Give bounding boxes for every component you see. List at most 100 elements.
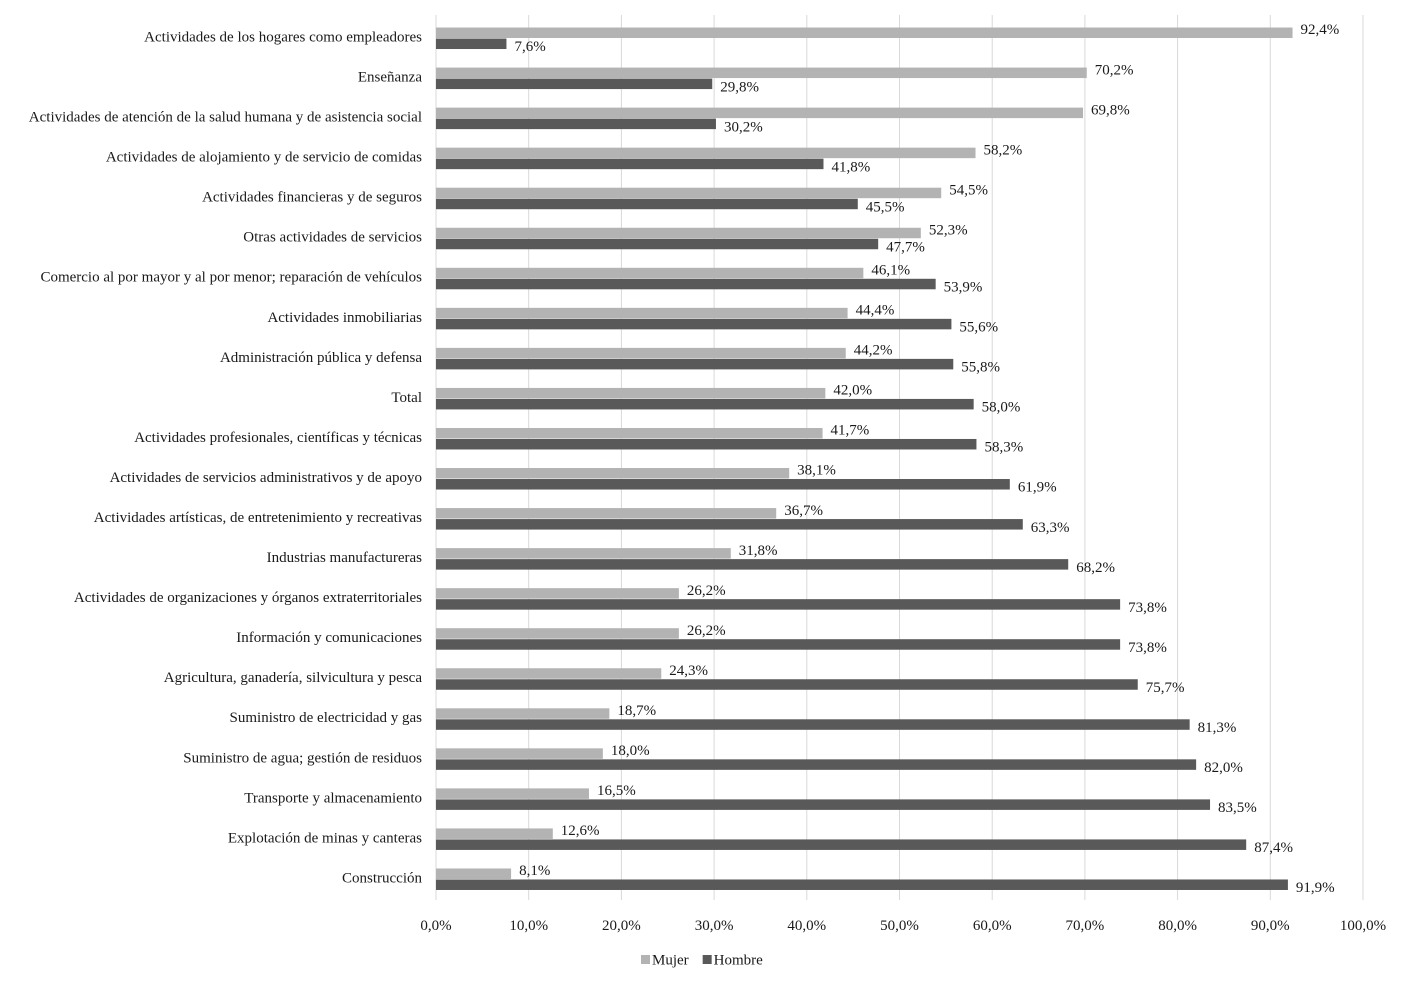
- mujer-data-label: 69,8%: [1091, 102, 1130, 118]
- x-tick-label: 100,0%: [1340, 918, 1386, 934]
- mujer-bar: [436, 27, 1293, 39]
- mujer-bar: [436, 427, 823, 439]
- hombre-data-label: 53,9%: [944, 279, 983, 295]
- hombre-data-label: 75,7%: [1146, 680, 1185, 696]
- hombre-data-label: 30,2%: [724, 119, 763, 135]
- category-label: Comercio al por mayor y al por menor; re…: [40, 270, 422, 286]
- mujer-bar: [436, 708, 610, 719]
- hombre-bar: [436, 559, 1069, 570]
- hombre-bar: [436, 398, 974, 410]
- mujer-data-label: 26,2%: [687, 583, 726, 599]
- x-tick-label: 0,0%: [420, 918, 451, 934]
- hombre-data-label: 73,8%: [1128, 600, 1167, 616]
- category-label: Otras actividades de servicios: [243, 230, 422, 246]
- mujer-data-label: 54,5%: [949, 182, 988, 198]
- category-label: Construcción: [342, 870, 422, 886]
- hombre-data-label: 41,8%: [831, 159, 870, 175]
- hombre-data-label: 68,2%: [1076, 560, 1115, 576]
- mujer-bar: [436, 588, 679, 599]
- mujer-data-label: 16,5%: [597, 783, 636, 799]
- x-tick-label: 70,0%: [1066, 918, 1105, 934]
- hombre-bar: [436, 78, 713, 90]
- hombre-bar: [436, 438, 977, 450]
- hombre-bar: [436, 839, 1247, 850]
- hombre-legend-swatch: [702, 955, 712, 964]
- mujer-data-label: 24,3%: [669, 663, 708, 679]
- mujer-bar: [436, 468, 790, 479]
- category-label: Actividades de atención de la salud huma…: [29, 110, 422, 126]
- mujer-legend-label: Mujer: [652, 952, 689, 968]
- hombre-data-label: 7,6%: [514, 39, 545, 55]
- legend: Mujer Hombre: [641, 952, 763, 968]
- mujer-bar: [436, 548, 731, 559]
- hombre-data-label: 45,5%: [866, 199, 905, 215]
- hombre-data-label: 58,0%: [982, 400, 1021, 416]
- category-label: Explotación de minas y canteras: [228, 830, 422, 846]
- hombre-data-label: 82,0%: [1204, 760, 1243, 776]
- mujer-bar: [436, 267, 864, 279]
- x-tick-label: 60,0%: [973, 918, 1012, 934]
- hombre-bar: [436, 158, 824, 170]
- data-labels: 92,4% 7,6% 70,2% 29,8% 69,8% 30,2% 58,2% 41,8% 5…: [514, 22, 1339, 896]
- hombre-data-label: 47,7%: [886, 239, 925, 255]
- category-label: Actividades artísticas, de entretenimien…: [94, 510, 422, 526]
- category-label: Actividades inmobiliarias: [267, 310, 422, 326]
- x-tick-label: 90,0%: [1251, 918, 1290, 934]
- hombre-legend-label: Hombre: [714, 952, 763, 968]
- mujer-bar: [436, 387, 826, 399]
- category-label: Actividades financieras y de seguros: [202, 190, 422, 206]
- hombre-data-label: 83,5%: [1218, 800, 1257, 816]
- hombre-bar: [436, 358, 954, 370]
- hombre-data-label: 29,8%: [720, 79, 759, 95]
- hombre-bar: [436, 318, 952, 330]
- mujer-bar: [436, 628, 679, 639]
- mujer-data-label: 18,0%: [611, 743, 650, 759]
- mujer-bar: [436, 187, 942, 199]
- hombre-data-label: 61,9%: [1018, 480, 1057, 496]
- category-label: Actividades de los hogares como empleado…: [144, 29, 422, 45]
- mujer-data-label: 18,7%: [617, 703, 656, 719]
- category-label: Suministro de agua; gestión de residuos: [183, 750, 422, 766]
- hombre-bar: [436, 278, 936, 290]
- category-labels: Actividades de los hogares como empleado…: [29, 29, 423, 886]
- category-label: Suministro de electricidad y gas: [230, 710, 423, 726]
- mujer-data-label: 36,7%: [784, 503, 823, 519]
- category-label: Información y comunicaciones: [236, 630, 422, 646]
- mujer-bar: [436, 868, 512, 879]
- hombre-bar: [436, 759, 1197, 770]
- hombre-data-label: 55,8%: [961, 360, 1000, 376]
- hombre-bar: [436, 198, 858, 210]
- mujer-data-label: 12,6%: [561, 823, 600, 839]
- hombre-bar: [436, 679, 1138, 690]
- x-tick-label: 10,0%: [509, 918, 548, 934]
- hombre-data-label: 63,3%: [1031, 520, 1070, 536]
- category-label: Agricultura, ganadería, silvicultura y p…: [164, 670, 423, 686]
- x-tick-label: 20,0%: [602, 918, 641, 934]
- mujer-data-label: 44,4%: [856, 303, 895, 319]
- mujer-bar: [436, 227, 921, 239]
- hombre-bar: [436, 639, 1121, 650]
- mujer-bar: [436, 508, 777, 519]
- mujer-data-label: 58,2%: [984, 142, 1023, 158]
- hombre-bar: [436, 519, 1023, 530]
- hombre-bar: [436, 599, 1121, 610]
- mujer-data-label: 44,2%: [854, 343, 893, 359]
- mujer-bar: [436, 748, 603, 759]
- hombre-bar: [436, 118, 716, 130]
- category-label: Actividades de servicios administrativos…: [110, 470, 422, 486]
- mujer-bar: [436, 668, 662, 679]
- x-tick-label: 30,0%: [695, 918, 734, 934]
- category-label: Total: [391, 390, 422, 406]
- hombre-bar: [436, 719, 1190, 730]
- category-label: Transporte y almacenamiento: [244, 790, 422, 806]
- mujer-data-label: 92,4%: [1301, 22, 1340, 38]
- mujer-data-label: 70,2%: [1095, 62, 1134, 78]
- mujer-legend-swatch: [641, 955, 650, 964]
- mujer-bar: [436, 107, 1084, 119]
- mujer-data-label: 52,3%: [929, 222, 968, 238]
- hombre-data-label: 73,8%: [1128, 640, 1167, 656]
- bars: [436, 27, 1293, 890]
- mujer-data-label: 42,0%: [833, 383, 872, 399]
- hombre-bar: [436, 238, 879, 250]
